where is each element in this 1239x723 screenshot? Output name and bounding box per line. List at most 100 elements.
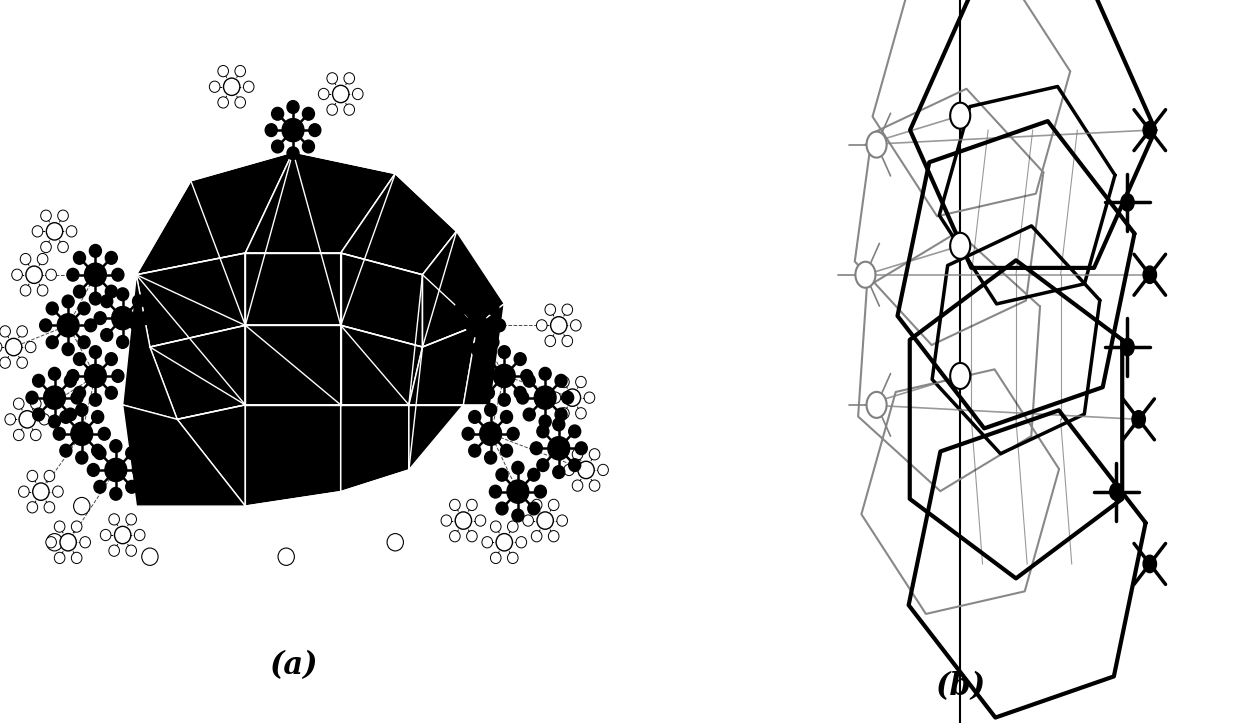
Circle shape bbox=[501, 411, 513, 423]
Circle shape bbox=[66, 226, 77, 237]
Circle shape bbox=[89, 346, 102, 359]
Circle shape bbox=[14, 429, 24, 440]
Circle shape bbox=[105, 387, 118, 399]
Circle shape bbox=[1110, 483, 1123, 500]
Circle shape bbox=[73, 353, 85, 365]
Circle shape bbox=[26, 391, 38, 404]
Circle shape bbox=[556, 515, 567, 526]
Circle shape bbox=[46, 223, 63, 240]
Circle shape bbox=[48, 415, 61, 428]
Circle shape bbox=[53, 427, 66, 440]
Circle shape bbox=[564, 389, 581, 406]
Circle shape bbox=[46, 269, 57, 281]
Circle shape bbox=[512, 461, 524, 474]
Circle shape bbox=[536, 320, 548, 331]
Circle shape bbox=[139, 312, 151, 325]
Circle shape bbox=[105, 458, 126, 482]
Circle shape bbox=[449, 319, 461, 332]
Circle shape bbox=[84, 364, 107, 388]
Circle shape bbox=[569, 425, 581, 437]
Circle shape bbox=[545, 304, 555, 315]
Circle shape bbox=[553, 418, 565, 431]
Circle shape bbox=[5, 338, 22, 356]
Circle shape bbox=[496, 502, 508, 515]
Polygon shape bbox=[409, 405, 463, 470]
Circle shape bbox=[559, 377, 569, 388]
Circle shape bbox=[116, 335, 129, 348]
Circle shape bbox=[110, 440, 121, 453]
Circle shape bbox=[78, 302, 90, 315]
Circle shape bbox=[64, 375, 77, 387]
Circle shape bbox=[78, 336, 90, 348]
Circle shape bbox=[41, 210, 51, 221]
Circle shape bbox=[287, 147, 299, 160]
Circle shape bbox=[57, 314, 79, 337]
Circle shape bbox=[46, 302, 58, 315]
Circle shape bbox=[72, 552, 82, 563]
Circle shape bbox=[88, 463, 99, 476]
Circle shape bbox=[467, 500, 477, 510]
Circle shape bbox=[590, 449, 600, 460]
Polygon shape bbox=[341, 174, 457, 275]
Circle shape bbox=[32, 483, 50, 500]
Circle shape bbox=[302, 140, 315, 153]
Circle shape bbox=[114, 526, 131, 544]
Circle shape bbox=[19, 411, 36, 428]
Circle shape bbox=[235, 97, 245, 108]
Circle shape bbox=[534, 386, 556, 409]
Circle shape bbox=[576, 377, 586, 388]
Circle shape bbox=[43, 386, 66, 409]
Polygon shape bbox=[463, 304, 504, 405]
Circle shape bbox=[332, 85, 349, 103]
Circle shape bbox=[352, 88, 363, 100]
Circle shape bbox=[55, 521, 64, 532]
Circle shape bbox=[555, 375, 567, 387]
Circle shape bbox=[11, 269, 22, 281]
Circle shape bbox=[468, 445, 481, 457]
Circle shape bbox=[38, 414, 50, 425]
Circle shape bbox=[584, 392, 595, 403]
Polygon shape bbox=[136, 253, 245, 347]
Circle shape bbox=[84, 263, 107, 286]
Circle shape bbox=[112, 369, 124, 382]
Circle shape bbox=[126, 545, 136, 556]
Circle shape bbox=[493, 364, 515, 388]
Polygon shape bbox=[341, 405, 409, 492]
Circle shape bbox=[564, 464, 575, 476]
Circle shape bbox=[94, 481, 107, 493]
Circle shape bbox=[498, 393, 510, 406]
Circle shape bbox=[59, 534, 77, 551]
Circle shape bbox=[71, 391, 83, 404]
Circle shape bbox=[89, 244, 102, 257]
Circle shape bbox=[125, 481, 138, 493]
Circle shape bbox=[100, 295, 113, 307]
Circle shape bbox=[1121, 338, 1134, 356]
Circle shape bbox=[327, 73, 337, 84]
Polygon shape bbox=[341, 253, 422, 347]
Circle shape bbox=[109, 545, 119, 556]
Circle shape bbox=[539, 367, 551, 380]
Circle shape bbox=[37, 285, 48, 296]
Circle shape bbox=[73, 286, 85, 298]
Circle shape bbox=[84, 319, 97, 332]
Text: (a): (a) bbox=[269, 650, 317, 680]
Circle shape bbox=[512, 509, 524, 522]
Circle shape bbox=[467, 531, 477, 542]
Circle shape bbox=[100, 529, 112, 541]
Circle shape bbox=[32, 408, 45, 421]
Circle shape bbox=[559, 408, 569, 419]
Circle shape bbox=[450, 531, 460, 542]
Circle shape bbox=[14, 398, 24, 409]
Circle shape bbox=[575, 442, 587, 455]
Circle shape bbox=[46, 336, 58, 348]
Circle shape bbox=[1121, 194, 1134, 211]
Circle shape bbox=[532, 500, 541, 510]
Circle shape bbox=[523, 375, 535, 387]
Circle shape bbox=[866, 392, 887, 418]
Circle shape bbox=[45, 502, 55, 513]
Circle shape bbox=[493, 319, 506, 332]
Circle shape bbox=[20, 254, 31, 265]
Circle shape bbox=[563, 304, 572, 315]
Circle shape bbox=[462, 427, 475, 440]
Circle shape bbox=[282, 119, 304, 142]
